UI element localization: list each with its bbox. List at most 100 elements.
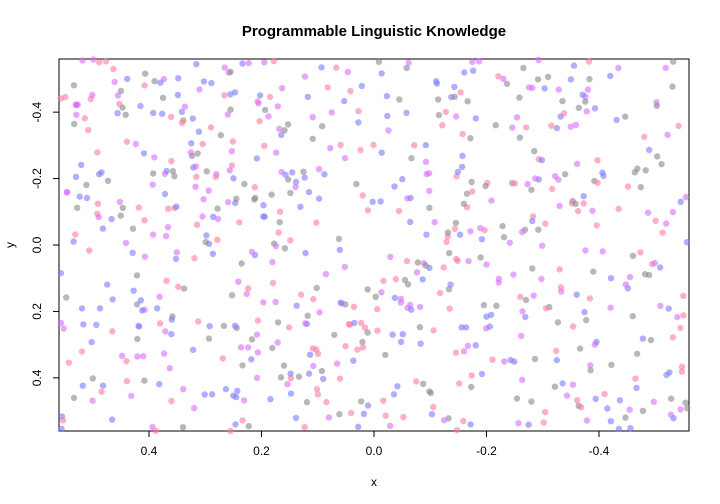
data-point bbox=[168, 316, 175, 323]
data-point bbox=[123, 357, 130, 365]
data-point bbox=[425, 170, 433, 177]
data-point bbox=[287, 189, 294, 197]
data-point bbox=[570, 62, 578, 69]
data-point bbox=[168, 397, 175, 405]
data-point bbox=[374, 327, 381, 334]
data-point bbox=[83, 194, 91, 202]
data-point bbox=[278, 131, 285, 139]
data-point bbox=[149, 231, 157, 238]
data-point bbox=[168, 330, 175, 338]
data-point bbox=[162, 232, 170, 240]
data-point bbox=[132, 140, 140, 148]
data-point bbox=[71, 120, 78, 128]
data-point bbox=[313, 346, 320, 353]
data-point bbox=[519, 376, 526, 383]
data-point bbox=[284, 121, 292, 128]
data-point bbox=[248, 248, 256, 255]
data-point bbox=[563, 392, 571, 399]
data-point bbox=[380, 277, 387, 285]
data-point bbox=[480, 301, 488, 309]
data-point bbox=[411, 142, 418, 149]
data-point bbox=[175, 283, 182, 290]
data-point bbox=[110, 65, 117, 73]
data-point bbox=[203, 232, 210, 239]
data-point bbox=[439, 122, 446, 129]
data-point bbox=[431, 219, 438, 226]
data-point bbox=[300, 168, 307, 175]
data-point bbox=[189, 115, 196, 122]
data-point bbox=[646, 146, 653, 154]
data-point bbox=[413, 378, 420, 385]
data-point bbox=[341, 263, 348, 271]
data-point bbox=[88, 338, 95, 346]
data-point bbox=[208, 391, 216, 398]
data-point bbox=[334, 360, 341, 367]
data-point bbox=[624, 183, 632, 190]
data-point bbox=[192, 163, 200, 170]
data-point bbox=[467, 228, 474, 235]
data-point bbox=[305, 370, 313, 377]
data-point bbox=[478, 236, 486, 243]
data-point bbox=[224, 111, 231, 118]
data-point bbox=[70, 82, 78, 89]
x-tick-label: 0.2 bbox=[253, 444, 270, 458]
data-point bbox=[567, 76, 575, 83]
data-point bbox=[81, 115, 89, 122]
data-point bbox=[459, 130, 466, 138]
data-point bbox=[118, 352, 126, 359]
data-point bbox=[273, 149, 280, 156]
data-point bbox=[530, 292, 537, 299]
data-point bbox=[161, 190, 169, 198]
data-point bbox=[359, 338, 366, 346]
y-tick-label: -0.2 bbox=[30, 168, 44, 189]
data-point bbox=[336, 411, 343, 418]
data-point bbox=[124, 75, 131, 83]
y-tick-label: -0.4 bbox=[30, 101, 44, 122]
data-point bbox=[465, 257, 472, 265]
data-point bbox=[201, 391, 208, 398]
x-tick-label: 0.4 bbox=[141, 444, 158, 458]
data-point bbox=[593, 338, 600, 346]
data-point bbox=[452, 113, 460, 120]
data-point bbox=[188, 140, 195, 147]
data-point bbox=[382, 351, 389, 359]
data-point bbox=[683, 239, 691, 246]
data-point bbox=[493, 302, 500, 309]
data-point bbox=[63, 189, 70, 196]
data-point bbox=[572, 121, 580, 128]
data-point bbox=[664, 131, 671, 139]
data-point bbox=[206, 322, 213, 330]
data-point bbox=[314, 391, 322, 398]
data-point bbox=[350, 303, 358, 310]
data-point bbox=[90, 56, 97, 63]
data-point bbox=[487, 311, 495, 319]
data-point bbox=[535, 56, 542, 64]
data-point bbox=[590, 268, 597, 275]
data-point bbox=[407, 218, 414, 226]
data-point bbox=[531, 355, 539, 363]
data-point bbox=[309, 135, 316, 142]
data-point bbox=[495, 73, 502, 80]
data-point bbox=[359, 192, 366, 199]
data-point bbox=[306, 351, 314, 358]
data-point bbox=[274, 339, 281, 346]
data-point bbox=[444, 229, 452, 236]
data-point bbox=[378, 149, 385, 156]
data-point bbox=[423, 231, 430, 238]
data-point bbox=[582, 98, 589, 105]
data-point bbox=[445, 286, 453, 293]
data-point bbox=[417, 340, 424, 347]
data-point bbox=[301, 424, 308, 431]
data-point bbox=[569, 381, 577, 388]
data-point bbox=[574, 160, 581, 167]
data-point bbox=[117, 87, 125, 95]
data-point bbox=[492, 122, 499, 129]
data-point bbox=[451, 83, 458, 91]
data-point bbox=[674, 313, 681, 321]
data-point bbox=[175, 75, 182, 82]
data-point bbox=[475, 58, 483, 65]
data-point bbox=[114, 92, 122, 99]
data-point bbox=[535, 226, 542, 233]
data-point bbox=[80, 321, 87, 328]
data-point bbox=[538, 156, 546, 164]
